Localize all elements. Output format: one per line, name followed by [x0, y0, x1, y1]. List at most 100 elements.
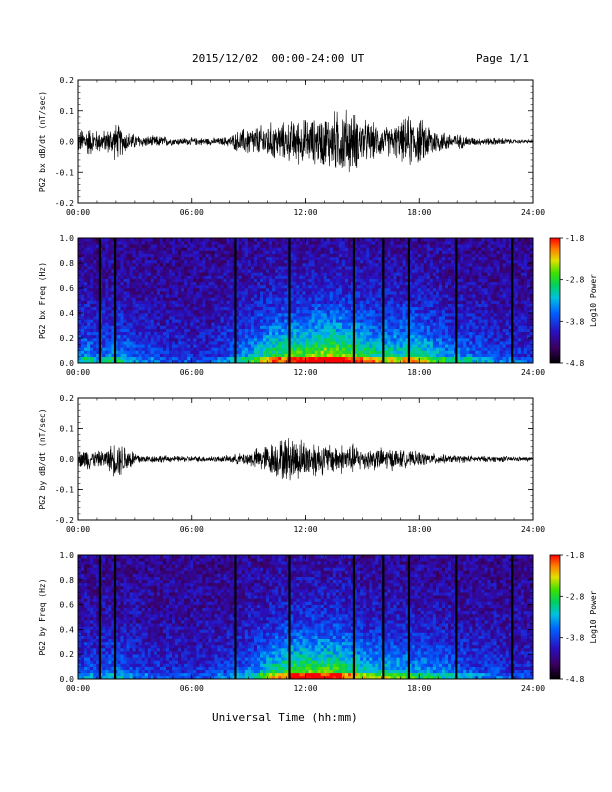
- heatmap-cell: [260, 297, 264, 301]
- heatmap-cell: [326, 350, 331, 354]
- heatmap-cell: [341, 356, 346, 361]
- heatmap-cell: [360, 288, 364, 292]
- heatmap-cell: [408, 241, 412, 245]
- heatmap-cell: [199, 319, 203, 323]
- heatmap-cell: [369, 247, 373, 251]
- heatmap-cell: [141, 297, 146, 301]
- heatmap-cell: [144, 278, 149, 283]
- heatmap-cell: [229, 241, 233, 245]
- heatmap-cell: [241, 300, 246, 304]
- heatmap-cell: [393, 306, 397, 311]
- heatmap-cell: [241, 309, 246, 314]
- heatmap-cell: [432, 319, 437, 323]
- heatmap-cell: [372, 288, 376, 292]
- heatmap-cell: [156, 288, 161, 292]
- heatmap-cell: [135, 347, 139, 351]
- heatmap-cell: [90, 266, 94, 270]
- heatmap-cell: [357, 297, 361, 301]
- heatmap-cell: [175, 338, 179, 342]
- heatmap-cell: [223, 263, 227, 267]
- heatmap-cell: [314, 281, 318, 286]
- heatmap-cell: [278, 347, 282, 351]
- heatmap-cell: [351, 319, 355, 323]
- heatmap-cell: [423, 350, 428, 354]
- heatmap-cell: [120, 309, 124, 314]
- heatmap-cell: [263, 353, 267, 358]
- heatmap-cell: [341, 322, 346, 326]
- heatmap-cell: [326, 309, 331, 314]
- heatmap-cell: [308, 322, 312, 326]
- heatmap-cell: [332, 300, 337, 304]
- heatmap-cell: [126, 297, 130, 301]
- heatmap-cell: [338, 313, 343, 317]
- heatmap-cell: [411, 347, 415, 351]
- heatmap-cell: [147, 359, 152, 364]
- heatmap-cell: [360, 300, 364, 304]
- heatmap-cell: [120, 353, 124, 358]
- heatmap-cell: [159, 288, 164, 292]
- heatmap-cell: [426, 322, 431, 326]
- heatmap-cell: [426, 334, 431, 339]
- heatmap-cell: [181, 338, 185, 342]
- heatmap-cell: [156, 297, 161, 301]
- heatmap-cell: [399, 247, 403, 251]
- heatmap-cell: [299, 334, 303, 339]
- heatmap-cell: [84, 259, 88, 264]
- heatmap-cell: [96, 341, 100, 345]
- heatmap-cell: [153, 272, 158, 276]
- heatmap-cell: [426, 244, 431, 248]
- heatmap-cell: [120, 288, 124, 292]
- heatmap-cell: [150, 281, 155, 286]
- heatmap-cell: [226, 247, 230, 251]
- heatmap-cell: [308, 300, 312, 304]
- heatmap-cell: [253, 238, 258, 242]
- heatmap-cell: [229, 278, 233, 283]
- heatmap-cell: [184, 250, 188, 254]
- heatmap-cell: [329, 309, 334, 314]
- heatmap-cell: [260, 256, 264, 261]
- heatmap-cell: [235, 350, 240, 354]
- heatmap-cell: [351, 253, 355, 258]
- heatmap-cell: [305, 281, 309, 286]
- heatmap-cell: [108, 291, 112, 295]
- heatmap-cell: [138, 359, 142, 364]
- heatmap-cell: [223, 250, 227, 254]
- heatmap-cell: [423, 359, 428, 364]
- heatmap-cell: [417, 263, 422, 267]
- heatmap-cell: [184, 341, 188, 345]
- heatmap-cell: [393, 294, 397, 298]
- heatmap-cell: [196, 356, 200, 361]
- heatmap-cell: [281, 347, 285, 351]
- heatmap-cell: [354, 300, 358, 304]
- heatmap-cell: [405, 244, 409, 248]
- heatmap-cell: [126, 356, 130, 361]
- heatmap-cell: [253, 294, 258, 298]
- heatmap-cell: [214, 253, 218, 258]
- heatmap-cell: [387, 341, 391, 345]
- heatmap-cell: [366, 303, 370, 308]
- heatmap-cell: [196, 313, 200, 317]
- heatmap-cell: [341, 306, 346, 311]
- heatmap-cell: [247, 303, 252, 308]
- heatmap-cell: [411, 266, 415, 270]
- heatmap-cell: [442, 253, 446, 258]
- heatmap-cell: [169, 328, 173, 333]
- heatmap-cell: [202, 303, 206, 308]
- heatmap-cell: [263, 256, 267, 261]
- heatmap-cell: [278, 247, 282, 251]
- heatmap-cell: [299, 350, 303, 354]
- heatmap-cell: [442, 344, 446, 348]
- heatmap-cell: [308, 359, 312, 364]
- heatmap-cell: [132, 316, 136, 320]
- heatmap-cell: [332, 359, 337, 364]
- heatmap-cell: [423, 256, 428, 261]
- heatmap-cell: [347, 350, 352, 354]
- heatmap-cell: [84, 253, 88, 258]
- heatmap-cell: [159, 325, 164, 329]
- heatmap-cell: [402, 297, 406, 301]
- heatmap-cell: [78, 341, 82, 345]
- heatmap-cell: [126, 253, 130, 258]
- heatmap-cell: [314, 344, 318, 348]
- heatmap-cell: [275, 281, 279, 286]
- heatmap-cell: [366, 263, 370, 267]
